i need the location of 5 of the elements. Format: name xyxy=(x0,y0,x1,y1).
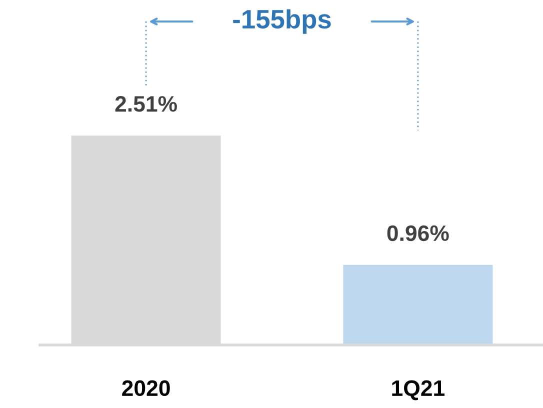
x-tick-label: 2020 xyxy=(122,380,170,396)
x-tick-label: 1Q21 xyxy=(392,380,444,400)
data-label: 2.51% xyxy=(115,96,177,112)
text: -155bps xyxy=(233,9,331,34)
data-label: 0.96% xyxy=(387,225,449,242)
